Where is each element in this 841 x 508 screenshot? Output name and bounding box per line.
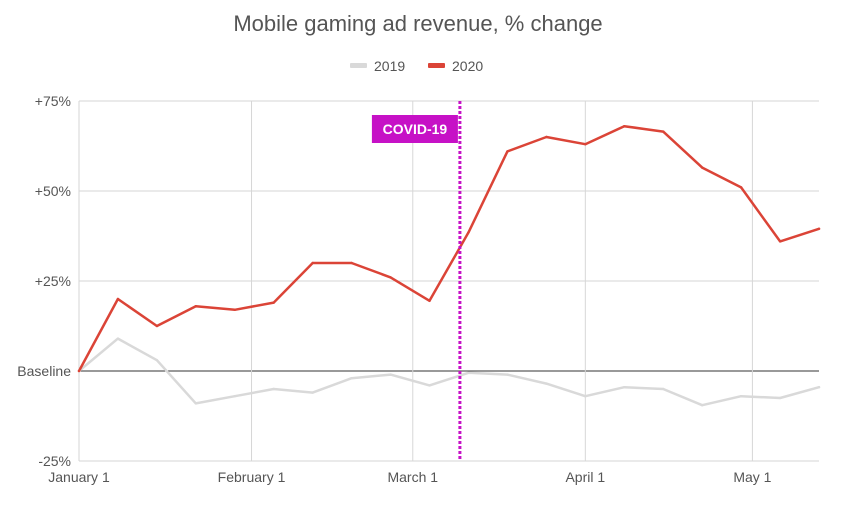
x-tick-label: May 1 bbox=[733, 469, 771, 485]
data-point-2019 bbox=[545, 382, 548, 385]
data-point-2020 bbox=[545, 135, 548, 139]
data-point-2019 bbox=[739, 395, 743, 398]
data-point-2019 bbox=[389, 373, 392, 376]
y-tick-label: -25% bbox=[38, 453, 71, 469]
data-point-2020 bbox=[623, 125, 626, 128]
data-point-2019 bbox=[700, 404, 704, 407]
x-tick-label: April 1 bbox=[565, 469, 605, 485]
legend-label-2020: 2020 bbox=[452, 58, 483, 74]
data-point-2020 bbox=[233, 308, 236, 311]
legend-swatch-2019 bbox=[350, 63, 367, 68]
data-point-2019 bbox=[311, 391, 314, 394]
y-tick-label: +25% bbox=[35, 273, 71, 289]
gridlines bbox=[78, 100, 819, 462]
data-point-2020 bbox=[194, 305, 198, 308]
data-point-2019 bbox=[623, 386, 626, 389]
data-point-2020 bbox=[662, 130, 665, 133]
x-axis: January 1 February 1 March 1 April 1 May 1 bbox=[48, 469, 771, 485]
data-point-2019 bbox=[116, 337, 120, 340]
data-point-2020 bbox=[817, 227, 821, 230]
data-point-2019 bbox=[155, 359, 159, 362]
legend: 2019 2020 bbox=[350, 58, 483, 74]
data-point-2019 bbox=[272, 387, 275, 391]
x-tick-label: March 1 bbox=[387, 469, 438, 485]
series-lines bbox=[77, 124, 821, 407]
data-point-2020 bbox=[428, 299, 431, 302]
data-point-2019 bbox=[584, 395, 587, 398]
data-point-2020 bbox=[506, 150, 509, 153]
series-line-2020 bbox=[77, 124, 821, 373]
chart-title: Mobile gaming ad revenue, % change bbox=[233, 11, 602, 36]
y-axis: +75% +50% +25% Baseline -25% bbox=[17, 93, 71, 469]
data-point-2019 bbox=[233, 395, 236, 398]
x-tick-label: January 1 bbox=[48, 469, 110, 485]
x-tick-label: February 1 bbox=[218, 469, 286, 485]
data-point-2020 bbox=[700, 166, 704, 169]
data-point-2019 bbox=[194, 402, 198, 405]
y-tick-label: +75% bbox=[35, 93, 71, 109]
data-point-2020 bbox=[389, 276, 392, 279]
legend-label-2019: 2019 bbox=[374, 58, 405, 74]
data-point-2020 bbox=[272, 301, 275, 304]
data-point-2020 bbox=[77, 369, 81, 373]
data-point-2019 bbox=[467, 371, 470, 374]
data-point-2019 bbox=[662, 387, 665, 391]
covid-label: COVID-19 bbox=[383, 121, 448, 137]
y-tick-label: +50% bbox=[35, 183, 71, 199]
data-point-2019 bbox=[506, 373, 509, 376]
data-point-2020 bbox=[155, 324, 159, 328]
data-point-2019 bbox=[428, 384, 431, 387]
covid-annotation: COVID-19 bbox=[371, 101, 462, 461]
covid-label-box bbox=[371, 115, 458, 143]
legend-swatch-2020 bbox=[428, 63, 445, 68]
data-point-2020 bbox=[311, 261, 314, 265]
data-point-2020 bbox=[116, 297, 120, 301]
data-point-2019 bbox=[817, 386, 821, 389]
y-tick-label: Baseline bbox=[17, 363, 71, 379]
data-point-2020 bbox=[350, 261, 353, 265]
series-line-2019 bbox=[77, 337, 821, 407]
data-point-2020 bbox=[778, 240, 782, 243]
data-point-2020 bbox=[584, 143, 587, 146]
data-point-2020 bbox=[739, 186, 743, 189]
data-point-2019 bbox=[778, 396, 782, 400]
data-point-2019 bbox=[350, 377, 353, 380]
data-point-2020 bbox=[467, 231, 470, 234]
